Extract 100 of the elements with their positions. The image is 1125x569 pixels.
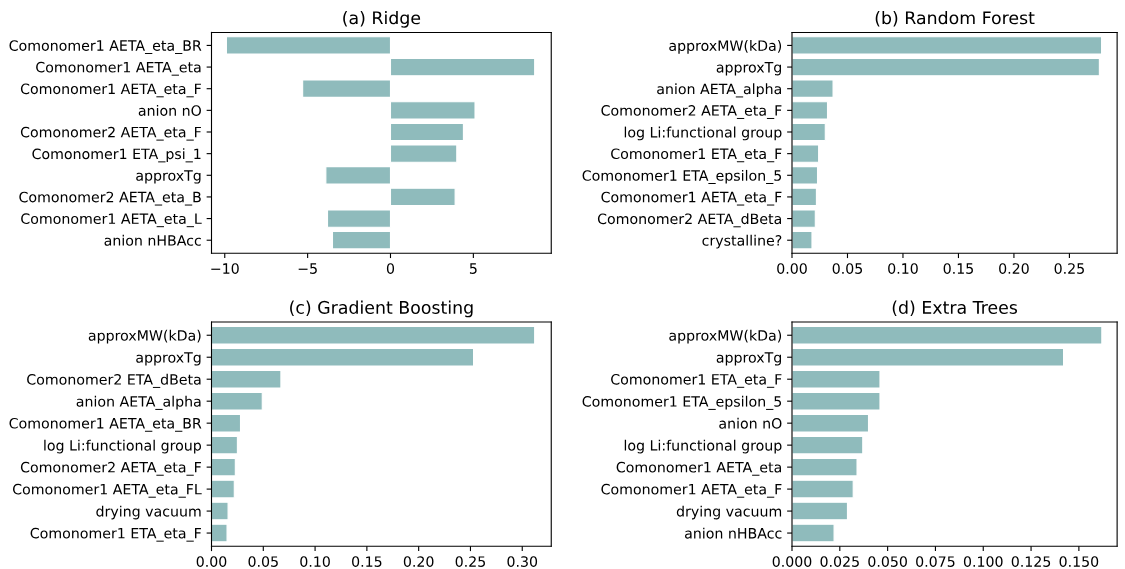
bar <box>302 79 392 98</box>
y-tick-label: Comonomer1 ETA_epsilon_5 <box>582 395 782 410</box>
y-tick-label: approxMW(kDa) <box>88 329 201 344</box>
bar <box>792 36 1103 55</box>
x-tick-label: 0.20 <box>999 263 1029 274</box>
y-tick-label: Comonomer1 AETA_eta_BR <box>9 417 202 432</box>
x-tick-label: 0.000 <box>772 556 812 567</box>
bar <box>792 501 849 521</box>
y-tick-label: Comonomer2 ETA_dBeta <box>27 373 201 388</box>
y-tick-label: approxTg <box>136 170 201 184</box>
bar <box>389 57 536 77</box>
y-tick-label: drying vacuum <box>96 505 201 520</box>
bar <box>792 187 817 207</box>
y-tick-label: Comonomer1 AETA_eta_F <box>601 191 782 206</box>
bar <box>211 479 235 499</box>
y-tick-label: log Li:functional group <box>624 126 782 141</box>
bar <box>792 122 826 142</box>
y-tick-label: Comonomer1 ETA_psi_1 <box>32 148 201 163</box>
bar <box>792 325 1103 345</box>
y-tick-label: Comonomer2 AETA_eta_B <box>19 191 201 206</box>
bar <box>389 122 464 142</box>
bar <box>325 166 392 185</box>
bar <box>389 187 456 207</box>
y-tick-label: Comonomer1 AETA_eta <box>36 61 201 76</box>
y-tick-label: approxTg <box>716 352 781 366</box>
bar <box>225 36 392 55</box>
bar <box>792 347 1065 367</box>
bar <box>792 209 816 228</box>
bar <box>211 413 242 433</box>
x-tick-label: 0.10 <box>300 556 330 567</box>
y-tick-label: Comonomer1 AETA_eta_L <box>21 213 202 228</box>
y-tick-label: anion nHBAcc <box>104 234 201 246</box>
bar <box>331 231 392 250</box>
y-tick-label: approxMW(kDa) <box>669 329 782 344</box>
x-tick-label: 0.30 <box>507 556 538 567</box>
chart-title: (d) Extra Trees <box>892 300 1018 317</box>
x-tick-label: 0.15 <box>352 556 382 567</box>
y-tick-label: Comonomer2 AETA_dBeta <box>597 213 781 228</box>
x-tick-label: 0.025 <box>820 556 859 567</box>
x-tick-label: 0.125 <box>1011 556 1051 567</box>
bar <box>792 523 835 543</box>
x-tick-label: 0.00 <box>777 263 807 274</box>
x-tick-label: 0.15 <box>943 263 973 274</box>
y-tick-label: crystalline? <box>702 234 782 249</box>
bar <box>792 166 819 185</box>
bar <box>211 501 229 521</box>
bar <box>792 231 813 250</box>
y-tick-label: approxTg <box>716 62 781 76</box>
x-tick-label: 0.100 <box>963 556 1003 567</box>
chart-title: (b) Random Forest <box>875 10 1035 27</box>
y-tick-label: Comonomer1 AETA_eta_F <box>601 483 782 498</box>
bar <box>792 413 870 433</box>
x-tick-label: 0.00 <box>196 556 227 567</box>
y-tick-label: Comonomer2 AETA_eta_F <box>20 461 201 476</box>
y-tick-label: approxTg <box>136 352 201 366</box>
y-tick-label: anion AETA_alpha <box>657 83 781 98</box>
bar <box>792 369 881 389</box>
x-tick-label: 0 <box>386 263 395 274</box>
chart-title: (a) Ridge <box>343 10 421 28</box>
x-tick-label: 0.10 <box>888 263 918 274</box>
x-tick-label: 0.050 <box>868 556 907 567</box>
bar <box>792 57 1100 77</box>
y-tick-label: Comonomer1 ETA_epsilon_5 <box>582 169 782 185</box>
y-tick-label: log Li:functional group <box>44 439 201 454</box>
bar <box>211 391 263 411</box>
y-tick-label: anion AETA_alpha <box>76 395 201 410</box>
x-tick-label: 0.05 <box>248 556 278 567</box>
bar <box>792 435 864 455</box>
y-tick-label: Comonomer1 AETA_eta <box>616 461 781 476</box>
x-tick-label: 0.150 <box>1059 556 1099 567</box>
bar <box>326 209 392 228</box>
x-tick-label: 0.25 <box>455 556 485 567</box>
y-tick-label: Comonomer1 ETA_eta_F <box>611 148 782 163</box>
bar <box>792 79 834 98</box>
y-tick-label: anion nHBAcc <box>685 527 782 539</box>
bar <box>211 523 228 543</box>
bar <box>389 144 458 163</box>
bar <box>792 391 881 411</box>
y-tick-label: Comonomer1 ETA_eta_F <box>30 527 201 542</box>
bar <box>389 101 476 120</box>
y-tick-label: anion nO <box>138 104 201 116</box>
bar <box>792 101 829 120</box>
bar <box>211 347 475 367</box>
chart-title: (c) Gradient Boosting <box>290 300 473 318</box>
x-tick-label: 5 <box>469 263 477 274</box>
x-tick-label: 0.075 <box>916 556 955 567</box>
bar <box>211 435 238 455</box>
y-tick-label: drying vacuum <box>676 505 782 520</box>
bar <box>792 144 820 163</box>
y-tick-label: anion nO <box>719 417 782 429</box>
x-tick-label: −10 <box>211 263 239 274</box>
x-tick-label: −5 <box>298 263 317 274</box>
bar <box>792 479 854 499</box>
y-tick-label: Comonomer1 ETA_eta_F <box>611 373 782 388</box>
bar <box>211 325 536 345</box>
y-tick-label: approxMW(kDa) <box>669 40 782 54</box>
bar <box>211 369 282 389</box>
y-tick-label: Comonomer2 AETA_eta_F <box>601 105 782 119</box>
bar <box>792 457 858 477</box>
x-tick-label: 0.05 <box>832 263 863 274</box>
